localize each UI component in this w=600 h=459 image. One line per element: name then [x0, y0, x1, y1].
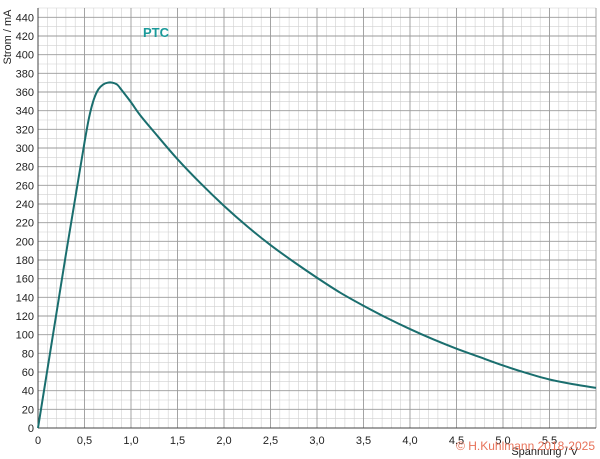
y-tick-label: 140 [16, 292, 34, 304]
y-tick-label: 340 [16, 106, 34, 118]
y-axis-label: Strom / mA [2, 9, 14, 65]
y-tick-label: 100 [16, 330, 34, 342]
y-tick-label: 400 [16, 50, 34, 62]
y-tick-label: 380 [16, 68, 34, 80]
y-tick-label: 160 [16, 274, 34, 286]
y-tick-label: 200 [16, 236, 34, 248]
copyright-text: © H.Kuhlmann 2018-2025 [456, 439, 595, 453]
x-tick-label: 1,0 [123, 435, 138, 447]
y-tick-label: 0 [28, 423, 34, 435]
y-tick-label: 420 [16, 31, 34, 43]
y-tick-label: 80 [22, 348, 34, 360]
x-tick-label: 3,0 [309, 435, 324, 447]
x-tick-label: 3,5 [356, 435, 371, 447]
y-tick-label: 20 [22, 404, 34, 416]
x-tick-label: 1,5 [170, 435, 185, 447]
y-tick-label: 300 [16, 143, 34, 155]
series-label: PTC [143, 25, 170, 40]
series-line-ptc [37, 81, 597, 429]
x-axis-label: Spannung / V [511, 446, 578, 458]
y-tick-label: 360 [16, 87, 34, 99]
y-tick-label: 40 [22, 386, 34, 398]
y-tick-label: 320 [16, 124, 34, 136]
y-tick-label: 180 [16, 255, 34, 267]
y-tick-label: 280 [16, 162, 34, 174]
y-tick-label: 240 [16, 199, 34, 211]
axes [37, 8, 596, 429]
x-tick-label: 4,5 [449, 435, 464, 447]
x-tick-label: 5,0 [495, 435, 510, 447]
y-tick-label: 60 [22, 367, 34, 379]
x-tick-label: 0,5 [77, 435, 92, 447]
y-tick-labels: 0 20 40 60 80 100 120 140 160 180 200 220 240 260 280 3… [16, 12, 34, 435]
y-tick-label: 220 [16, 218, 34, 230]
y-tick-label: 260 [16, 180, 34, 192]
y-tick-label: 440 [16, 12, 34, 24]
x-tick-label: 2,5 [263, 435, 278, 447]
series-group [37, 81, 597, 429]
x-tick-label: 2,0 [216, 435, 231, 447]
x-tick-label: 0 [35, 435, 41, 447]
y-tick-label: 120 [16, 311, 34, 323]
x-tick-label: 4,0 [402, 435, 417, 447]
x-tick-label: 5,5 [542, 435, 557, 447]
x-tick-labels: 0 0,5 1,0 1,5 2,0 2,5 3,0 3,5 4,0 4,5 5,0 5,5 [35, 435, 557, 447]
